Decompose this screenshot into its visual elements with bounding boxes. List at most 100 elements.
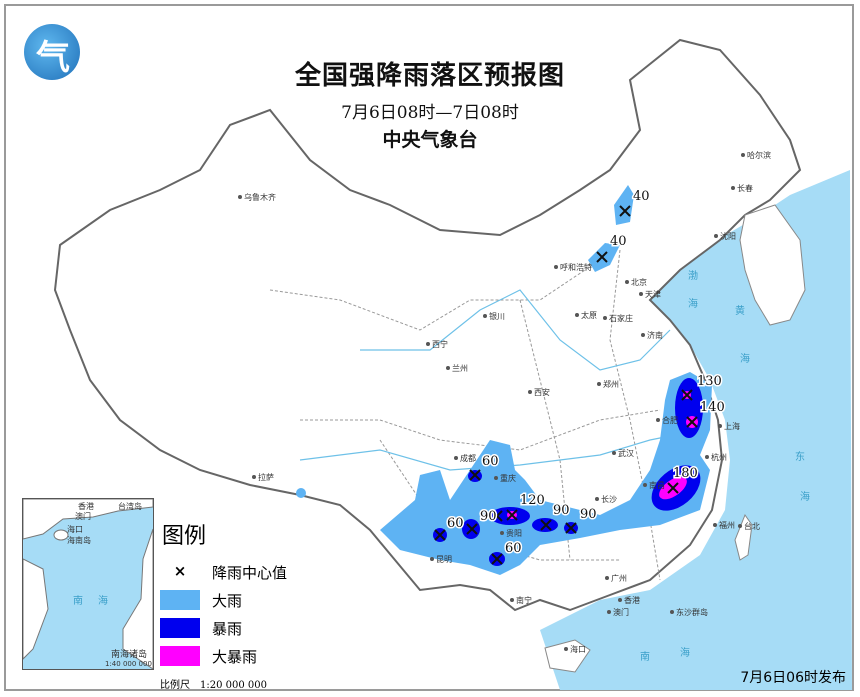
cross-icon bbox=[686, 416, 698, 428]
rain-center-value: 90 bbox=[480, 509, 497, 524]
legend: 图例 × 降雨中心值 大雨 暴雨 大暴雨 比例尺 1:20 000 000 bbox=[160, 518, 287, 691]
city-label: 合肥 bbox=[662, 415, 678, 425]
legend-label: 降雨中心值 bbox=[212, 563, 288, 582]
hainan-island bbox=[544, 639, 591, 673]
city-dot bbox=[426, 342, 430, 346]
city-label: 西宁 bbox=[432, 339, 448, 349]
sea-label: 海 bbox=[740, 352, 750, 365]
cross-icon bbox=[491, 553, 503, 565]
rain-center-value: 60 bbox=[482, 454, 499, 469]
city-label: 北京 bbox=[631, 277, 647, 287]
rain-center-value: 140 bbox=[700, 400, 725, 415]
rain-center-value: 130 bbox=[697, 374, 722, 389]
city-dot bbox=[238, 195, 242, 199]
city-label: 昆明 bbox=[436, 555, 452, 564]
rivers bbox=[299, 289, 701, 471]
city-label: 哈尔滨 bbox=[747, 150, 771, 160]
sea-label: 渤 bbox=[688, 269, 698, 282]
city-dot bbox=[718, 424, 722, 428]
legend-item-rain-center: × 降雨中心值 bbox=[160, 558, 287, 586]
taiwan-island bbox=[734, 513, 753, 561]
city-label: 杭州 bbox=[711, 452, 727, 462]
rain-center-marker: 60 bbox=[491, 540, 523, 565]
cross-icon bbox=[506, 509, 518, 521]
sea-label: 海 bbox=[680, 646, 690, 659]
city-dot bbox=[500, 531, 504, 535]
city-label: 郑州 bbox=[603, 379, 619, 389]
cross-icon bbox=[466, 523, 478, 535]
rain-center-marker: 180 bbox=[667, 465, 699, 494]
legend-title: 图例 bbox=[162, 524, 207, 549]
rain-center-marker: 40 bbox=[596, 233, 628, 263]
city-label: 重庆 bbox=[500, 473, 516, 483]
rain-center-value: 40 bbox=[610, 234, 627, 249]
cma-logo: 气 bbox=[24, 24, 80, 80]
cross-icon bbox=[434, 529, 446, 541]
city-dot bbox=[494, 476, 498, 480]
sea-labels: 渤海黄海东海南海 bbox=[640, 269, 810, 663]
city-label: 福州 bbox=[719, 521, 735, 530]
rain-center-marker: 60 bbox=[446, 515, 478, 535]
legend-label: 大暴雨 bbox=[212, 647, 258, 666]
city-dot bbox=[595, 497, 599, 501]
city-label: 兰州 bbox=[452, 363, 468, 373]
city-label: 石家庄 bbox=[609, 313, 633, 323]
city-dot bbox=[656, 418, 660, 422]
city-dot bbox=[641, 333, 645, 337]
cross-icon bbox=[596, 251, 608, 263]
issuer: 中央气象台 bbox=[382, 129, 478, 151]
cross-icon bbox=[540, 519, 552, 531]
city-dot bbox=[528, 390, 532, 394]
south-china-sea-inset: 香港 台湾岛 澳门 海口 海南岛 南 海 南海诸岛 1:40 000 000 bbox=[22, 498, 154, 670]
city-label: 贵阳 bbox=[506, 528, 522, 538]
city-dot bbox=[454, 456, 458, 460]
city-dot bbox=[430, 557, 434, 561]
city-label: 济南 bbox=[647, 330, 663, 340]
city-dot bbox=[714, 234, 718, 238]
sea-label: 东 bbox=[795, 450, 805, 463]
city-dot bbox=[605, 576, 609, 580]
cross-icon bbox=[681, 389, 693, 401]
city-dot bbox=[597, 382, 601, 386]
city-dot bbox=[510, 598, 514, 602]
city-label: 西安 bbox=[534, 387, 550, 397]
cross-icon: × bbox=[173, 562, 187, 580]
city-label: 成都 bbox=[460, 453, 476, 463]
inset-label-taiwan: 台湾岛 bbox=[118, 501, 142, 511]
city-label: 南昌 bbox=[649, 480, 665, 490]
rain-center-value: 60 bbox=[505, 541, 522, 556]
city-label: 沈阳 bbox=[720, 231, 736, 241]
city-label: 东沙群岛 bbox=[676, 607, 708, 617]
city-label: 天津 bbox=[645, 289, 661, 299]
cross-icon bbox=[667, 482, 679, 494]
sea-label: 海 bbox=[688, 297, 698, 310]
legend-item-rainstorm: 暴雨 bbox=[160, 614, 287, 642]
city-dot bbox=[252, 475, 256, 479]
legend-label: 暴雨 bbox=[212, 619, 243, 638]
rain-center-value: 60 bbox=[447, 516, 464, 531]
city-dot bbox=[483, 314, 487, 318]
legend-swatch bbox=[160, 618, 200, 638]
city-dot bbox=[607, 610, 611, 614]
city-label: 上海 bbox=[724, 421, 740, 431]
legend-item-heavy-rain: 大雨 bbox=[160, 586, 287, 614]
city-label: 海口 bbox=[570, 644, 586, 654]
rain-center-marker bbox=[434, 529, 446, 541]
rain-center-value: 90 bbox=[580, 507, 597, 522]
inset-title: 南海诸岛 bbox=[111, 648, 147, 660]
korea-peninsula bbox=[739, 204, 806, 326]
legend-swatch bbox=[160, 646, 200, 666]
city-dot bbox=[713, 523, 717, 527]
city-dot bbox=[670, 610, 674, 614]
rain-center-marker: 130 bbox=[681, 373, 723, 401]
legend-swatch bbox=[160, 590, 200, 610]
city-label: 银川 bbox=[489, 311, 505, 321]
legend-label: 大雨 bbox=[212, 591, 243, 610]
rain-center-marker: 120 bbox=[506, 492, 546, 521]
rain-center-marker: 90 bbox=[565, 506, 598, 534]
map-scale: 比例尺 1:20 000 000 bbox=[160, 680, 267, 691]
publish-time: 7月6日06时发布 bbox=[740, 670, 846, 686]
cross-icon bbox=[469, 469, 481, 481]
